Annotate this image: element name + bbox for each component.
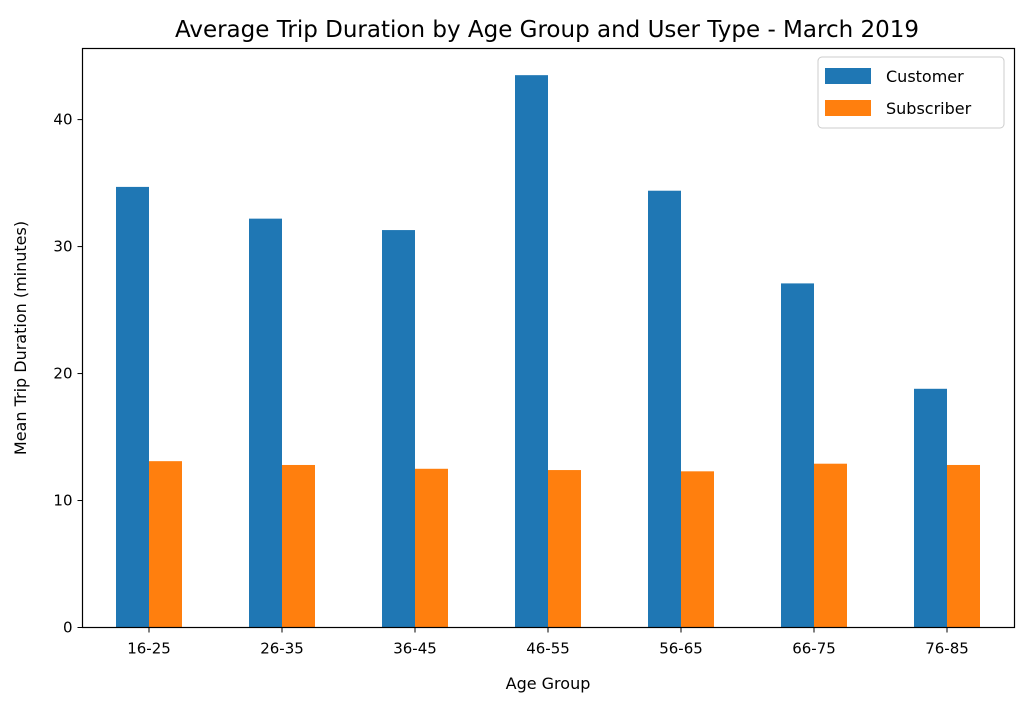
bar-customer-56-65	[648, 190, 681, 628]
bar-customer-66-75	[781, 283, 814, 628]
x-tick-label: 76-85	[925, 640, 969, 658]
chart-title: Average Trip Duration by Age Group and U…	[175, 17, 919, 43]
bar-customer-46-55	[515, 75, 548, 628]
bar-subscriber-76-85	[947, 464, 980, 628]
x-tick-label: 56-65	[659, 640, 703, 658]
legend-swatch-customer	[825, 68, 871, 84]
x-tick-label: 46-55	[526, 640, 570, 658]
legend-swatch-subscriber	[825, 100, 871, 116]
bar-subscriber-66-75	[814, 463, 847, 628]
y-axis-label: Mean Trip Duration (minutes)	[11, 221, 30, 455]
bar-customer-76-85	[914, 388, 947, 628]
x-tick-label: 16-25	[127, 640, 171, 658]
x-axis: 16-25 26-35 36-45 46-55 56-65 66-75 76-85	[127, 627, 969, 658]
x-tick-label: 26-35	[260, 640, 304, 658]
bar-subscriber-26-35	[282, 464, 315, 628]
x-axis-label: Age Group	[506, 674, 591, 693]
bar-subscriber-56-65	[681, 471, 714, 628]
bar-customer-16-25	[116, 186, 149, 628]
legend-label-customer: Customer	[886, 67, 964, 86]
y-tick-label: 20	[53, 365, 72, 383]
bar-subscriber-46-55	[548, 470, 581, 628]
x-tick-label: 66-75	[792, 640, 836, 658]
y-tick-label: 30	[53, 238, 72, 256]
bar-customer-36-45	[382, 230, 415, 628]
legend-label-subscriber: Subscriber	[886, 99, 972, 118]
bar-subscriber-16-25	[149, 461, 182, 628]
y-axis: 0 10 20 30 40	[53, 111, 83, 637]
legend: Customer Subscriber	[817, 56, 1005, 129]
y-tick-label: 10	[53, 492, 72, 510]
y-tick-label: 0	[63, 619, 73, 637]
bar-subscriber-36-45	[415, 468, 448, 628]
bar-customer-26-35	[249, 218, 282, 628]
bars-layer	[116, 75, 980, 628]
x-tick-label: 36-45	[393, 640, 437, 658]
y-tick-label: 40	[53, 111, 72, 129]
